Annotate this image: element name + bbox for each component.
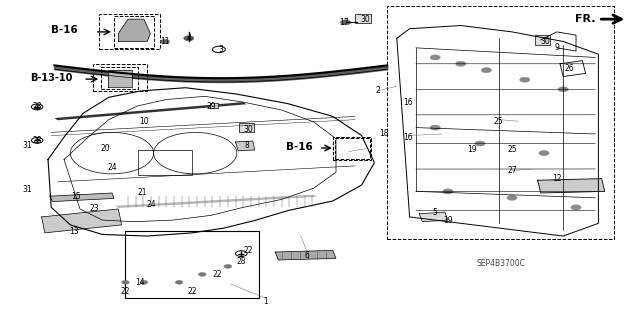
Text: 8: 8	[244, 141, 249, 150]
Text: 16: 16	[403, 98, 413, 107]
Text: 13: 13	[68, 227, 79, 236]
Text: 6: 6	[305, 251, 310, 260]
Text: 28: 28	[33, 136, 42, 145]
Circle shape	[340, 20, 351, 25]
Circle shape	[161, 39, 170, 44]
Bar	[239, 123, 254, 132]
Polygon shape	[419, 212, 448, 222]
Text: 23: 23	[90, 204, 100, 213]
Text: 21: 21	[138, 189, 147, 197]
Bar	[93, 64, 147, 91]
Polygon shape	[275, 250, 336, 260]
Polygon shape	[54, 102, 246, 120]
Circle shape	[475, 141, 485, 146]
Bar	[535, 35, 550, 45]
Text: 30: 30	[540, 37, 550, 46]
Circle shape	[198, 272, 206, 276]
Circle shape	[520, 77, 530, 82]
Text: B-16: B-16	[286, 142, 313, 152]
Text: 5: 5	[433, 208, 438, 217]
Circle shape	[481, 68, 492, 73]
Bar	[387, 6, 614, 239]
Text: 19: 19	[443, 216, 453, 225]
Text: 28: 28	[237, 257, 246, 266]
Circle shape	[571, 205, 581, 210]
Bar	[335, 138, 370, 159]
Text: 31: 31	[22, 141, 33, 150]
Text: 1: 1	[263, 297, 268, 306]
Text: B-16: B-16	[51, 25, 77, 35]
Text: FR.: FR.	[575, 14, 595, 24]
Circle shape	[539, 151, 549, 156]
Text: 28: 28	[33, 102, 42, 111]
Text: 15: 15	[70, 192, 81, 201]
Circle shape	[456, 61, 466, 66]
Text: 22: 22	[244, 246, 253, 255]
Polygon shape	[118, 19, 150, 41]
Polygon shape	[42, 209, 122, 233]
Text: 25: 25	[507, 145, 517, 154]
Text: 30: 30	[360, 15, 370, 24]
Circle shape	[122, 280, 129, 284]
Text: 24: 24	[107, 163, 117, 172]
Bar	[210, 103, 218, 108]
Polygon shape	[236, 141, 255, 151]
Circle shape	[430, 125, 440, 130]
Text: 4: 4	[186, 34, 191, 43]
Text: B-13-10: B-13-10	[30, 72, 72, 83]
Bar	[333, 137, 371, 160]
Text: SEP4B3700C: SEP4B3700C	[476, 259, 525, 268]
Text: 16: 16	[403, 133, 413, 142]
Text: 22: 22	[188, 287, 196, 296]
Text: 3: 3	[218, 45, 223, 54]
Text: 18: 18	[380, 130, 388, 138]
Circle shape	[140, 280, 148, 284]
Polygon shape	[538, 179, 605, 193]
Bar	[99, 14, 160, 49]
Circle shape	[224, 264, 232, 268]
Circle shape	[175, 280, 183, 284]
Text: 17: 17	[339, 18, 349, 27]
Text: 24: 24	[147, 200, 157, 209]
Text: 2: 2	[375, 86, 380, 95]
Circle shape	[184, 36, 194, 41]
Bar	[355, 14, 371, 23]
Text: 12: 12	[552, 174, 561, 183]
Circle shape	[430, 55, 440, 60]
Text: 14: 14	[134, 278, 145, 287]
Bar	[125, 231, 259, 298]
Circle shape	[443, 189, 453, 194]
Text: 9: 9	[554, 43, 559, 52]
Text: 25: 25	[493, 117, 503, 126]
Text: 29: 29	[206, 102, 216, 111]
Text: 11: 11	[161, 37, 170, 46]
Polygon shape	[108, 70, 132, 87]
Circle shape	[558, 87, 568, 92]
Text: 31: 31	[22, 185, 33, 194]
Bar	[138, 150, 192, 175]
Polygon shape	[50, 193, 114, 202]
Text: 22: 22	[121, 287, 130, 296]
Text: 27: 27	[507, 166, 517, 175]
Text: 20: 20	[100, 144, 111, 153]
Polygon shape	[115, 195, 317, 208]
Text: 30: 30	[243, 125, 253, 134]
Text: 10: 10	[139, 117, 149, 126]
Circle shape	[507, 195, 517, 200]
Text: 22: 22	[213, 270, 222, 279]
Text: 26: 26	[564, 64, 575, 73]
Text: 19: 19	[467, 145, 477, 154]
